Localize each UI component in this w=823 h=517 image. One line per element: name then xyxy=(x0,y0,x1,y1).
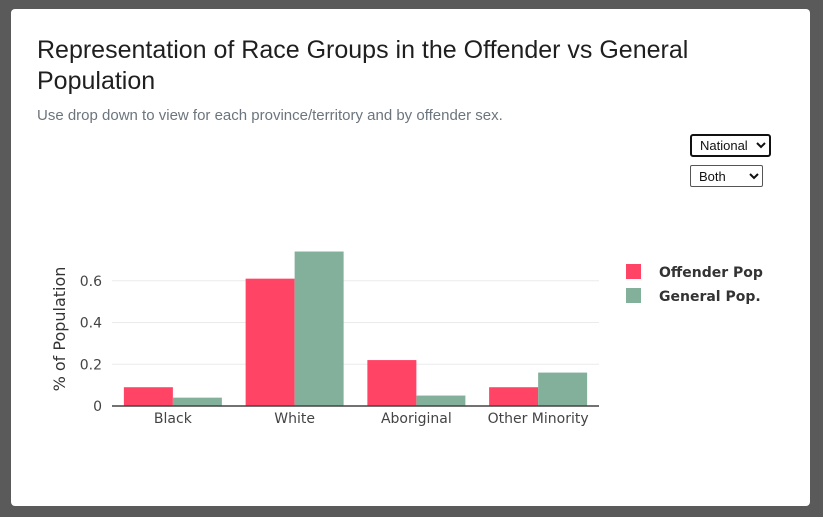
legend: Offender Pop General Pop. xyxy=(626,264,763,305)
x-tick-label: White xyxy=(274,411,315,427)
bars xyxy=(123,251,588,406)
bar-offender-white[interactable] xyxy=(245,278,295,406)
page-title: Representation of Race Groups in the Off… xyxy=(37,36,689,95)
legend-swatch[interactable] xyxy=(626,288,641,303)
bar-chart: Black White Aboriginal Other Minority 00.20… xyxy=(50,251,763,427)
x-tick-label: Black xyxy=(154,411,193,427)
sex-dropdown[interactable]: Both xyxy=(690,165,763,187)
bar-offender-black[interactable] xyxy=(123,387,173,406)
bar-offender-other-minority[interactable] xyxy=(489,387,539,406)
x-tick-label: Aboriginal xyxy=(381,411,452,427)
y-tick-label: 0.4 xyxy=(80,316,102,332)
y-axis-title: % of Population xyxy=(50,267,69,392)
x-tick-label: Other Minority xyxy=(488,411,589,427)
legend-label[interactable]: Offender Pop xyxy=(659,265,763,281)
chart-card: Representation of Race Groups in the Off… xyxy=(11,9,810,506)
y-axis: 0 0.2 0.4 0.6 xyxy=(80,274,102,415)
bar-general-black[interactable] xyxy=(172,397,222,406)
bar-general-other-minority[interactable] xyxy=(538,372,588,406)
bar-general-aboriginal[interactable] xyxy=(416,395,466,406)
legend-label[interactable]: General Pop. xyxy=(659,289,761,305)
y-tick-label: 0.6 xyxy=(80,274,102,290)
page-subtitle: Use drop down to view for each province/… xyxy=(37,107,503,124)
y-tick-label: 0.2 xyxy=(80,357,102,373)
y-tick-label: 0 xyxy=(93,399,102,415)
legend-swatch[interactable] xyxy=(626,264,641,279)
bar-offender-aboriginal[interactable] xyxy=(367,360,417,406)
x-axis: Black White Aboriginal Other Minority xyxy=(112,405,599,427)
gridlines xyxy=(112,280,599,365)
bar-general-white[interactable] xyxy=(294,251,344,406)
region-dropdown[interactable]: National xyxy=(690,134,771,157)
